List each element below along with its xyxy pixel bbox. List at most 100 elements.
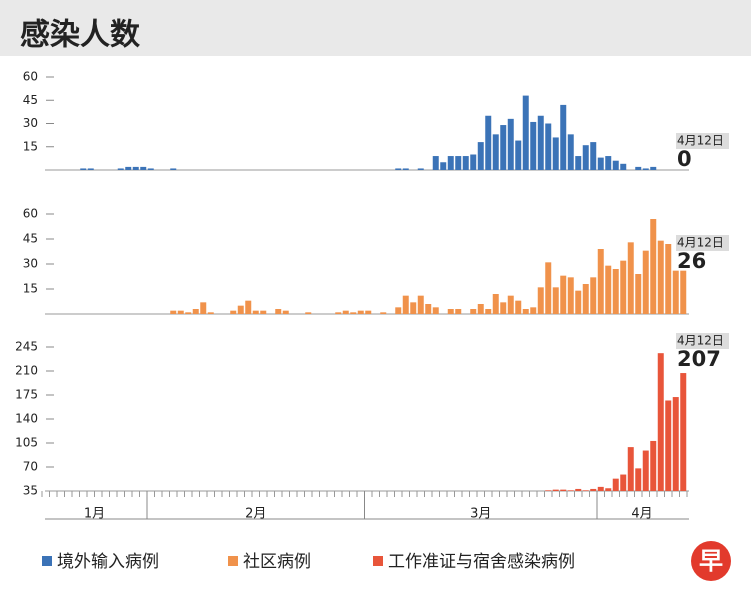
x-tick-label: 1月 [84, 507, 105, 522]
bar [125, 166, 132, 170]
bar [245, 300, 252, 314]
bar [545, 490, 552, 491]
bar [485, 309, 492, 314]
bar [417, 168, 424, 170]
bar [335, 312, 342, 314]
y-tick-label: 210 [15, 364, 38, 378]
bar [522, 309, 529, 314]
annotation: 4月12日 [677, 134, 724, 148]
bar [477, 142, 484, 170]
bar [665, 244, 672, 314]
y-tick-label: 15 [23, 282, 38, 296]
bar [650, 440, 657, 491]
x-tick-label: 4月 [631, 507, 652, 522]
legend-swatch [228, 556, 238, 566]
bar [282, 310, 289, 314]
x-tick-label: 2月 [245, 507, 266, 522]
legend-swatch [42, 556, 52, 566]
bar [575, 290, 582, 314]
bar [170, 310, 177, 314]
bar [455, 309, 462, 314]
bar [672, 397, 679, 491]
bar [192, 309, 199, 314]
bar [117, 168, 124, 170]
y-tick-label: 45 [23, 232, 38, 246]
bar [657, 353, 664, 491]
bar [230, 310, 237, 314]
bar [342, 310, 349, 314]
bar [147, 168, 154, 170]
legend-label: 境外输入病例 [57, 552, 159, 572]
bar [170, 168, 177, 170]
bar [492, 134, 499, 170]
bar [402, 168, 409, 170]
bar [642, 450, 649, 491]
bar [440, 162, 447, 170]
annotation: 4月12日 [677, 334, 724, 348]
bar [620, 260, 627, 314]
y-tick-label: 140 [15, 412, 38, 426]
bar [635, 274, 642, 314]
bar [552, 137, 559, 170]
bar [635, 468, 642, 491]
bar [605, 488, 612, 491]
bar [612, 478, 619, 491]
bar [545, 262, 552, 314]
bar [410, 302, 417, 314]
y-tick-label: 30 [23, 116, 38, 130]
x-tick-label: 3月 [470, 507, 491, 522]
bar [425, 304, 432, 314]
annotation-box [676, 333, 729, 349]
y-tick-label: 245 [15, 340, 38, 354]
bar [462, 156, 469, 170]
bar [507, 295, 514, 314]
bar [260, 310, 267, 314]
bar [530, 307, 537, 314]
bar [485, 115, 492, 170]
bar [672, 270, 679, 314]
y-tick-label: 175 [15, 388, 38, 402]
bar [627, 242, 634, 314]
bar [470, 309, 477, 314]
bar [417, 295, 424, 314]
bar [395, 307, 402, 314]
chart-title: 感染人数 [20, 18, 141, 53]
bar [432, 156, 439, 170]
y-tick-label: 60 [23, 70, 38, 84]
bar [582, 490, 589, 491]
bar [185, 312, 192, 314]
bar [560, 275, 567, 314]
bar [200, 302, 207, 314]
bar [207, 312, 214, 314]
bar [507, 118, 514, 170]
bar [582, 284, 589, 314]
logo-text: 早 [699, 547, 723, 575]
bar [500, 125, 507, 170]
bar [537, 115, 544, 170]
bar [552, 489, 559, 491]
bar [590, 142, 597, 170]
annotation: 4月12日 [677, 236, 724, 250]
bar [357, 310, 364, 314]
bar [237, 305, 244, 314]
bar [552, 287, 559, 314]
y-tick-label: 30 [23, 257, 38, 271]
bar [567, 134, 574, 170]
bar [657, 240, 664, 314]
last-value-label: 26 [677, 249, 706, 273]
bar [447, 309, 454, 314]
y-tick-label: 60 [23, 207, 38, 221]
bar [500, 302, 507, 314]
bar [447, 156, 454, 170]
bar [605, 265, 612, 314]
legend-label: 社区病例 [243, 552, 311, 572]
logo [691, 541, 731, 581]
bar [140, 166, 147, 170]
bar [575, 156, 582, 170]
bar [530, 121, 537, 170]
bar [560, 104, 567, 170]
y-tick-label: 105 [15, 436, 38, 450]
bar [350, 312, 357, 314]
